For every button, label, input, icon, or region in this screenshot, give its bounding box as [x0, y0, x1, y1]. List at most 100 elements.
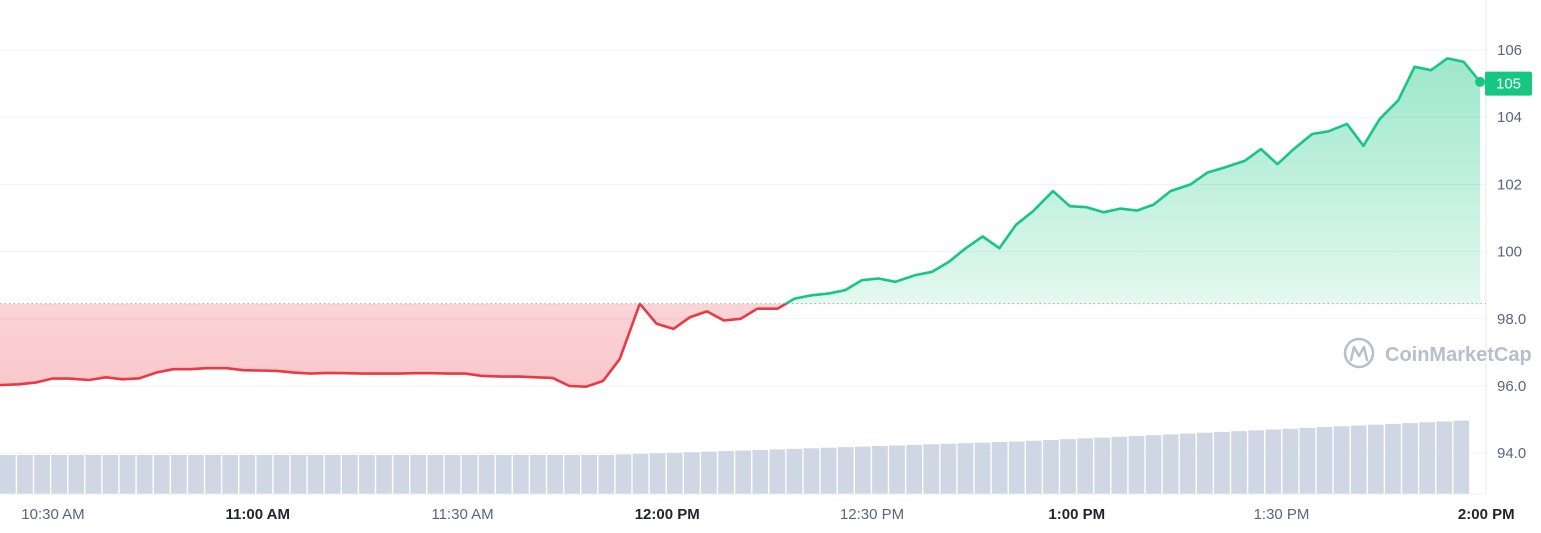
- volume-bar: [684, 452, 700, 494]
- y-axis: 106 104 102 100 98.0 96.0 94.0: [1497, 42, 1526, 462]
- y-tick-label: 102: [1497, 176, 1522, 193]
- volume-bar: [51, 455, 67, 494]
- volume-bar: [1008, 441, 1025, 494]
- volume-bar: [427, 455, 444, 494]
- current-price-tag-bg: [1485, 71, 1532, 96]
- volume-bar: [1162, 434, 1179, 494]
- volume-bar: [906, 444, 922, 494]
- current-price-label: 105: [1496, 76, 1521, 93]
- y-tick-label: 100: [1497, 244, 1522, 261]
- x-tick-label: 1:00 PM: [1048, 506, 1105, 523]
- volume-bar: [735, 450, 751, 494]
- volume-bar: [820, 447, 837, 494]
- volume-bar: [393, 455, 409, 494]
- volume-bar: [342, 455, 358, 494]
- volume-bar: [1043, 439, 1059, 494]
- volume-bar: [991, 442, 1008, 494]
- volume-bar: [1265, 429, 1282, 494]
- volume-bar: [1231, 431, 1247, 494]
- volume-bar: [564, 455, 580, 494]
- volume-bar: [1402, 423, 1418, 494]
- volume-bar: [1026, 440, 1042, 494]
- y-tick-label: 96.0: [1497, 378, 1526, 395]
- volume-bar: [649, 453, 666, 494]
- volume-bar: [666, 452, 683, 494]
- volume-bar: [1299, 427, 1316, 494]
- volume-bar: [376, 455, 392, 494]
- volume-bar: [1111, 436, 1128, 494]
- volume-bar: [34, 455, 50, 494]
- volume-bar: [444, 455, 461, 494]
- volume-bar: [889, 445, 905, 494]
- volume-bar: [923, 444, 940, 494]
- x-tick-label: 10:30 AM: [21, 506, 84, 523]
- watermark-text: CoinMarketCap: [1385, 344, 1532, 366]
- volume-bar: [256, 455, 273, 494]
- volume-bar: [1436, 421, 1453, 494]
- volume-bar: [0, 455, 16, 494]
- x-tick-label: 11:30 AM: [431, 506, 493, 523]
- volume-bar: [68, 455, 85, 494]
- volume-bar: [1077, 438, 1093, 494]
- price-line-up: [638, 57, 1482, 304]
- volume-bar: [290, 455, 307, 494]
- volume-bar: [974, 442, 991, 494]
- volume-bar: [1453, 420, 1470, 494]
- volume-bar: [1145, 435, 1162, 494]
- volume-bar: [1248, 430, 1264, 494]
- volume-bar: [803, 448, 820, 494]
- volume-bars: [0, 420, 1486, 495]
- volume-bar: [222, 455, 238, 494]
- volume-bar: [1368, 424, 1384, 494]
- volume-bar: [581, 455, 598, 494]
- volume-bar: [205, 455, 221, 494]
- area-below-baseline: [0, 303, 1481, 387]
- x-tick-label: 11:00 AM: [226, 506, 290, 523]
- volume-bar: [1060, 439, 1076, 494]
- volume-bar: [188, 455, 204, 494]
- x-tick-label: 12:00 PM: [635, 506, 700, 523]
- volume-bar: [786, 448, 803, 494]
- volume-bar: [1333, 426, 1350, 494]
- volume-bar: [1179, 433, 1196, 494]
- volume-bar: [1350, 425, 1367, 494]
- current-price-tag: 105: [1485, 71, 1532, 96]
- volume-bar: [1214, 431, 1230, 494]
- volume-bar: [495, 455, 512, 494]
- volume-bar: [1316, 427, 1333, 494]
- y-tick-label: 106: [1497, 42, 1522, 59]
- volume-bar: [1419, 422, 1435, 494]
- volume-bar: [547, 455, 563, 494]
- volume-bar: [1128, 435, 1145, 494]
- volume-bar: [1197, 432, 1213, 494]
- volume-bar: [837, 447, 854, 494]
- volume-bar: [359, 455, 375, 494]
- volume-bar: [855, 446, 871, 494]
- price-line-down: [0, 303, 789, 388]
- volume-bar: [752, 449, 769, 494]
- volume-bar: [119, 455, 136, 494]
- volume-bar: [1282, 428, 1299, 494]
- volume-bar: [1385, 423, 1401, 494]
- y-tick-label: 98.0: [1497, 311, 1526, 328]
- volume-bar: [1094, 437, 1111, 494]
- y-tick-label: 104: [1497, 109, 1522, 126]
- volume-bar: [872, 446, 888, 494]
- volume-bar: [632, 453, 649, 494]
- y-tick-label: 94.0: [1497, 445, 1526, 462]
- volume-bar: [239, 455, 256, 494]
- volume-bar: [85, 455, 102, 494]
- volume-bar: [102, 455, 119, 494]
- volume-bar: [153, 455, 170, 494]
- coinmarketcap-logo-icon: [1343, 337, 1375, 369]
- volume-bar: [598, 455, 615, 494]
- last-price-dot: [1475, 76, 1486, 87]
- volume-bar: [957, 443, 974, 494]
- volume-bar: [461, 455, 478, 494]
- volume-bar: [615, 454, 632, 494]
- volume-bar: [17, 455, 33, 494]
- volume-bar: [769, 449, 786, 494]
- volume-bar: [307, 455, 324, 494]
- area-above-baseline: [785, 58, 1481, 304]
